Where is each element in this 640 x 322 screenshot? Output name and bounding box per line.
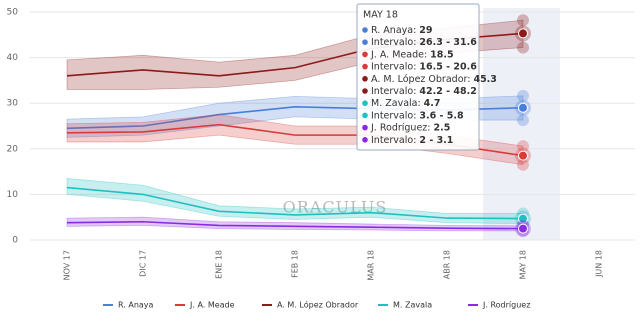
tooltip-label: Intervalo: — [371, 37, 416, 48]
x-tick-label: MAY 18 — [519, 250, 528, 279]
tooltip-row: J. Rodríguez: 2.5 — [370, 122, 450, 133]
tooltip-value: 4.7 — [424, 98, 441, 109]
y-tick-label: 10 — [7, 190, 19, 200]
tooltip-value: 42.2 - 48.2 — [419, 86, 476, 97]
tooltip-row: J. A. Meade: 18.5 — [370, 49, 454, 60]
interval-dot — [517, 14, 529, 27]
interval-dot — [517, 140, 529, 153]
tooltip-label: Intervalo: — [371, 61, 416, 72]
legend-label: A. M. López Obrador — [277, 300, 359, 310]
tooltip-row: Intervalo: 16.5 - 20.6 — [371, 61, 477, 72]
tooltip-label: M. Zavala: — [371, 98, 421, 109]
tooltip-value: 16.5 - 20.6 — [419, 61, 477, 72]
tooltip-label: Intervalo: — [371, 134, 416, 145]
tooltip-value: 45.3 — [473, 73, 496, 84]
legend-label: M. Zavala — [393, 301, 432, 310]
interval-dot — [517, 89, 529, 102]
point — [518, 150, 528, 161]
tooltip-dot — [362, 112, 368, 119]
tooltip-dot — [362, 39, 368, 45]
tooltip-row: Intervalo: 26.3 - 31.6 — [371, 37, 477, 48]
tooltip-box — [356, 3, 480, 151]
tooltip-label: Intervalo: — [371, 110, 416, 121]
x-tick-label: JUN 18 — [595, 250, 604, 278]
legend-label: R. Anaya — [118, 301, 154, 310]
tooltip-dot — [362, 137, 368, 143]
interval-dot — [517, 41, 529, 54]
tooltip-value: 3.6 - 5.8 — [419, 110, 464, 121]
tooltip-dot — [362, 76, 368, 82]
confidence-band — [66, 114, 524, 166]
x-tick-label: NOV 17 — [63, 250, 72, 280]
tooltip-title: MAY 18 — [363, 10, 398, 21]
tooltip-dot — [362, 124, 368, 131]
y-tick-label: 30 — [7, 99, 19, 109]
tooltip-row: R. Anaya: 29 — [371, 25, 433, 36]
watermark: ORACULUS — [283, 198, 388, 217]
tooltip-value: 26.3 - 31.6 — [419, 37, 477, 48]
tooltip-label: Intervalo: — [371, 86, 416, 97]
point — [518, 102, 528, 113]
series-line — [66, 186, 524, 220]
tooltip-label: J. Rodríguez: — [370, 122, 431, 133]
legend: R. Anaya J. A. Meade A. M. López Obrador M.… — [103, 300, 530, 310]
point — [518, 28, 528, 39]
tooltip-label: R. Anaya: — [371, 25, 416, 36]
tooltip-row: A. M. López Obrador: 45.3 — [371, 73, 497, 84]
legend-label: J. Rodríguez — [482, 301, 530, 310]
tooltip-row: M. Zavala: 4.7 — [371, 98, 441, 109]
tooltip-value: 2.5 — [434, 122, 451, 133]
x-tick-label: MAR 18 — [367, 250, 376, 281]
highlight-column — [483, 8, 560, 240]
y-tick-label: 0 — [12, 236, 18, 246]
point — [518, 213, 528, 224]
interval-dot — [517, 114, 529, 127]
tooltip-dot — [362, 27, 368, 33]
tooltip-value: 29 — [419, 25, 432, 36]
tooltip-value: 2 - 3.1 — [419, 134, 453, 145]
tooltip-dot — [362, 63, 368, 70]
interval-dot — [517, 158, 529, 171]
tooltip-row: Intervalo: 2 - 3.1 — [371, 134, 453, 145]
x-tick-label: FEB 18 — [291, 250, 300, 278]
tooltip-label: J. A. Meade: — [370, 49, 427, 60]
y-tick-label: 40 — [7, 53, 19, 63]
tooltip-dot — [362, 88, 368, 94]
point — [518, 223, 528, 234]
tooltip-value: 18.5 — [430, 49, 453, 60]
grid: 0 10 20 30 40 50 NOV 17 DIC 17 ENE 18 FEB 18 MAR 1… — [7, 8, 635, 281]
x-tick-label: ABR 18 — [443, 250, 452, 279]
tooltip-row: Intervalo: 3.6 - 5.8 — [371, 110, 464, 121]
tooltip-row: Intervalo: 42.2 - 48.2 — [371, 86, 477, 97]
tooltip-label: A. M. López Obrador: — [371, 73, 470, 84]
x-tick-label: ENE 18 — [215, 250, 224, 279]
x-tick-label: DIC 17 — [139, 250, 148, 277]
confidence-band — [66, 178, 524, 224]
y-tick-label: 20 — [7, 144, 19, 154]
series-line — [66, 220, 524, 230]
tooltip-dot — [362, 51, 368, 58]
legend-label: J. A. Meade — [189, 301, 235, 310]
tooltip-dot — [362, 100, 368, 106]
y-tick-label: 50 — [7, 8, 19, 18]
